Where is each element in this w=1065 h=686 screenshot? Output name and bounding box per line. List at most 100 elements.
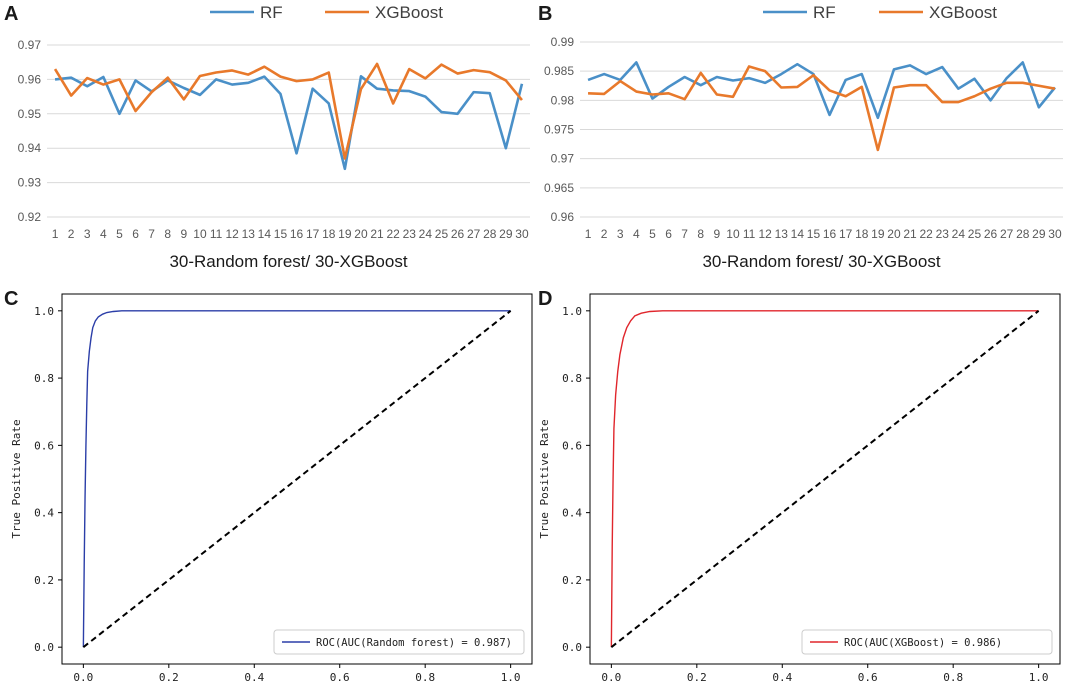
x-tick-label: 2 bbox=[601, 227, 608, 241]
x-axis-label: 30-Random forest/ 30-XGBoost bbox=[169, 252, 407, 271]
x-tick-label: 1 bbox=[585, 227, 592, 241]
x-tick-label: 16 bbox=[823, 227, 837, 241]
x-tick-label: 4 bbox=[633, 227, 640, 241]
legend-label: RF bbox=[260, 3, 283, 22]
x-tick-label: 0.8 bbox=[415, 671, 435, 684]
x-tick-label: 13 bbox=[775, 227, 789, 241]
x-tick-label: 25 bbox=[968, 227, 982, 241]
series-line-rf bbox=[587, 61, 1056, 120]
x-tick-label: 13 bbox=[242, 227, 256, 241]
y-tick-label: 0.95 bbox=[18, 107, 42, 121]
x-tick-label: 15 bbox=[274, 227, 288, 241]
x-tick-label: 18 bbox=[322, 227, 336, 241]
y-tick-label: 0.2 bbox=[562, 574, 582, 587]
y-tick-label: 0.2 bbox=[34, 574, 54, 587]
x-tick-label: 19 bbox=[871, 227, 885, 241]
x-tick-label: 11 bbox=[210, 227, 223, 241]
y-tick-label: 0.8 bbox=[562, 372, 582, 385]
x-tick-label: 0.8 bbox=[943, 671, 963, 684]
x-tick-label: 0.0 bbox=[73, 671, 93, 684]
y-tick-label: 0.985 bbox=[544, 64, 574, 78]
x-tick-label: 0.4 bbox=[244, 671, 264, 684]
x-tick-label: 21 bbox=[370, 227, 384, 241]
y-tick-label: 0.99 bbox=[551, 35, 575, 49]
panel-label-c: C bbox=[4, 288, 18, 310]
panel-label-a: A bbox=[4, 3, 18, 25]
x-tick-label: 22 bbox=[386, 227, 400, 241]
x-tick-label: 8 bbox=[697, 227, 704, 241]
x-tick-label: 0.2 bbox=[159, 671, 179, 684]
y-tick-label: 0.97 bbox=[18, 38, 42, 52]
series-line-xgboost bbox=[588, 65, 1056, 152]
y-tick-label: 0.93 bbox=[18, 176, 42, 190]
roc-curve bbox=[82, 310, 511, 648]
x-axis-label: 30-Random forest/ 30-XGBoost bbox=[702, 252, 940, 271]
series-line-xgboost bbox=[53, 62, 523, 160]
x-tick-label: 2 bbox=[68, 227, 75, 241]
x-tick-label: 0.6 bbox=[858, 671, 878, 684]
x-tick-label: 8 bbox=[164, 227, 171, 241]
x-tick-label: 12 bbox=[758, 227, 772, 241]
x-tick-label: 1.0 bbox=[1029, 671, 1049, 684]
x-tick-label: 30 bbox=[1048, 227, 1062, 241]
x-tick-label: 28 bbox=[1016, 227, 1030, 241]
x-tick-label: 15 bbox=[807, 227, 821, 241]
x-tick-label: 19 bbox=[338, 227, 352, 241]
y-tick-label: 0.6 bbox=[34, 439, 54, 452]
y-axis-label: True Positive Rate bbox=[538, 419, 551, 538]
x-tick-label: 3 bbox=[617, 227, 624, 241]
y-tick-label: 0.92 bbox=[18, 210, 42, 224]
x-tick-label: 0.4 bbox=[772, 671, 792, 684]
y-tick-label: 0.96 bbox=[551, 210, 575, 224]
x-tick-label: 10 bbox=[726, 227, 740, 241]
x-tick-label: 20 bbox=[354, 227, 368, 241]
y-tick-label: 0.975 bbox=[544, 123, 574, 137]
x-tick-label: 11 bbox=[743, 227, 756, 241]
x-tick-label: 14 bbox=[791, 227, 805, 241]
x-tick-label: 27 bbox=[467, 227, 481, 241]
x-tick-label: 29 bbox=[499, 227, 513, 241]
y-tick-label: 0.96 bbox=[18, 72, 42, 86]
chance-diagonal-line bbox=[82, 310, 512, 648]
x-tick-label: 9 bbox=[181, 227, 188, 241]
x-tick-label: 20 bbox=[887, 227, 901, 241]
x-tick-label: 23 bbox=[403, 227, 417, 241]
x-tick-label: 14 bbox=[258, 227, 272, 241]
x-tick-label: 7 bbox=[148, 227, 155, 241]
x-tick-label: 0.6 bbox=[330, 671, 350, 684]
x-tick-label: 10 bbox=[193, 227, 207, 241]
x-tick-label: 1 bbox=[52, 227, 59, 241]
x-tick-label: 25 bbox=[435, 227, 449, 241]
y-axis-label: True Positive Rate bbox=[10, 419, 23, 538]
legend-label: ROC(AUC(Random forest) = 0.987) bbox=[316, 637, 512, 649]
x-tick-label: 4 bbox=[100, 227, 107, 241]
x-tick-label: 6 bbox=[665, 227, 672, 241]
x-tick-label: 16 bbox=[290, 227, 304, 241]
x-tick-label: 5 bbox=[649, 227, 656, 241]
legend-box bbox=[801, 629, 1053, 655]
roc-curve bbox=[610, 310, 1039, 648]
x-tick-label: 5 bbox=[116, 227, 123, 241]
panel-label-b: B bbox=[538, 3, 552, 25]
x-tick-label: 7 bbox=[681, 227, 688, 241]
legend-label: XGBoost bbox=[375, 3, 443, 22]
x-tick-label: 30 bbox=[515, 227, 529, 241]
y-tick-label: 0.965 bbox=[544, 181, 574, 195]
x-tick-label: 3 bbox=[84, 227, 91, 241]
y-tick-label: 0.94 bbox=[18, 141, 42, 155]
series-line-rf bbox=[54, 75, 524, 171]
x-tick-label: 0.2 bbox=[687, 671, 707, 684]
x-tick-label: 22 bbox=[919, 227, 933, 241]
x-tick-label: 17 bbox=[839, 227, 853, 241]
x-tick-label: 12 bbox=[225, 227, 239, 241]
x-tick-label: 6 bbox=[132, 227, 139, 241]
x-tick-label: 26 bbox=[451, 227, 465, 241]
x-tick-label: 1.0 bbox=[501, 671, 521, 684]
y-tick-label: 0.98 bbox=[551, 93, 575, 107]
legend-label: ROC(AUC(XGBoost) = 0.986) bbox=[844, 637, 1002, 649]
y-tick-label: 0.4 bbox=[34, 507, 54, 520]
chart-a-line-plot: 0.920.930.940.950.960.971 2 3 4 5 6 7 8 9 10 11 12 1… bbox=[18, 3, 530, 271]
x-tick-label: 24 bbox=[419, 227, 433, 241]
